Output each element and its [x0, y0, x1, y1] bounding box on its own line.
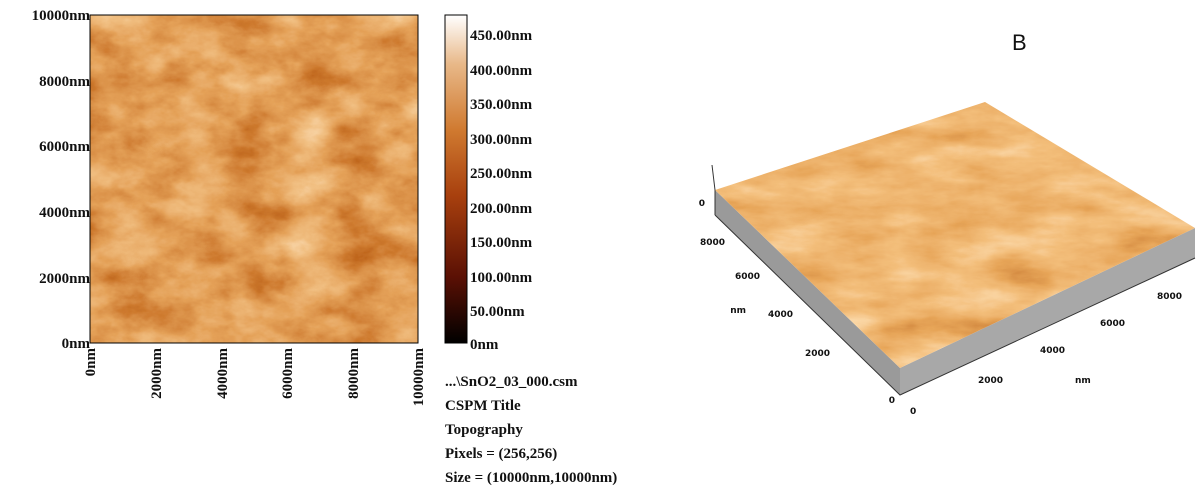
axis-label: 2000 [805, 349, 830, 359]
colorbar-label: 450.00nm [470, 28, 533, 44]
y-axis: 10000nm 8000nm 6000nm 4000nm 2000nm 0nm [32, 8, 91, 352]
colorbar-labels: 450.00nm 400.00nm 350.00nm 300.00nm 250.… [470, 28, 533, 353]
x-tick-label: 10000nm [411, 348, 427, 407]
axis-label: 0 [910, 407, 916, 417]
axis-label: 4000 [1040, 346, 1065, 356]
colorbar-label: 400.00nm [470, 63, 533, 79]
colorbar-label: 350.00nm [470, 97, 533, 113]
axis-label: 2000 [978, 376, 1003, 386]
x-tick-label: 4000nm [215, 348, 231, 399]
axis-label: 8000 [1157, 292, 1182, 302]
colorbar-label: 100.00nm [470, 270, 533, 286]
x-tick-label: 6000nm [280, 348, 296, 399]
x-tick-label: 2000nm [149, 348, 165, 399]
info-line: Size = (10000nm,10000nm) [445, 470, 617, 486]
x-tick-label: 8000nm [346, 348, 362, 399]
y-tick-label: 8000nm [39, 74, 90, 90]
afm-image [90, 15, 418, 343]
surface-top [700, 95, 1200, 375]
z-axis [712, 165, 715, 215]
axis-label: 4000 [768, 310, 793, 320]
colorbar-label: 0nm [470, 337, 499, 353]
surface-texture [700, 95, 1200, 375]
axis-label: 6000 [735, 272, 760, 282]
colorbar-label: 250.00nm [470, 166, 533, 182]
y-tick-label: 6000nm [39, 139, 90, 155]
axis-label: 6000 [1100, 319, 1125, 329]
figure: 10000nm 8000nm 6000nm 4000nm 2000nm 0nm … [0, 0, 1200, 492]
y-tick-label: 2000nm [39, 271, 90, 287]
axis-label: nm [730, 306, 746, 316]
panel-label: B [1012, 30, 1027, 55]
colorbar [445, 15, 467, 343]
axis-label: 8000 [700, 238, 725, 248]
x-tick-label: 0nm [83, 348, 99, 377]
info-line: Topography [445, 422, 523, 438]
colorbar-label: 50.00nm [470, 304, 525, 320]
info-line: ...\SnO2_03_000.csm [445, 374, 578, 390]
y-tick-label: 4000nm [39, 205, 90, 221]
colorbar-label: 150.00nm [470, 235, 533, 251]
y-tick-label: 10000nm [32, 8, 91, 24]
axis-label: nm [1075, 376, 1091, 386]
x-axis: 0nm 2000nm 4000nm 6000nm 8000nm 10000nm [83, 348, 427, 407]
colorbar-label: 200.00nm [470, 201, 533, 217]
axis-label: 0 [699, 199, 705, 209]
info-block: ...\SnO2_03_000.csm CSPM Title Topograph… [445, 374, 617, 486]
info-line: Pixels = (256,256) [445, 446, 557, 462]
info-line: CSPM Title [445, 398, 521, 414]
colorbar-label: 300.00nm [470, 132, 533, 148]
axis-label: 0 [889, 396, 895, 406]
